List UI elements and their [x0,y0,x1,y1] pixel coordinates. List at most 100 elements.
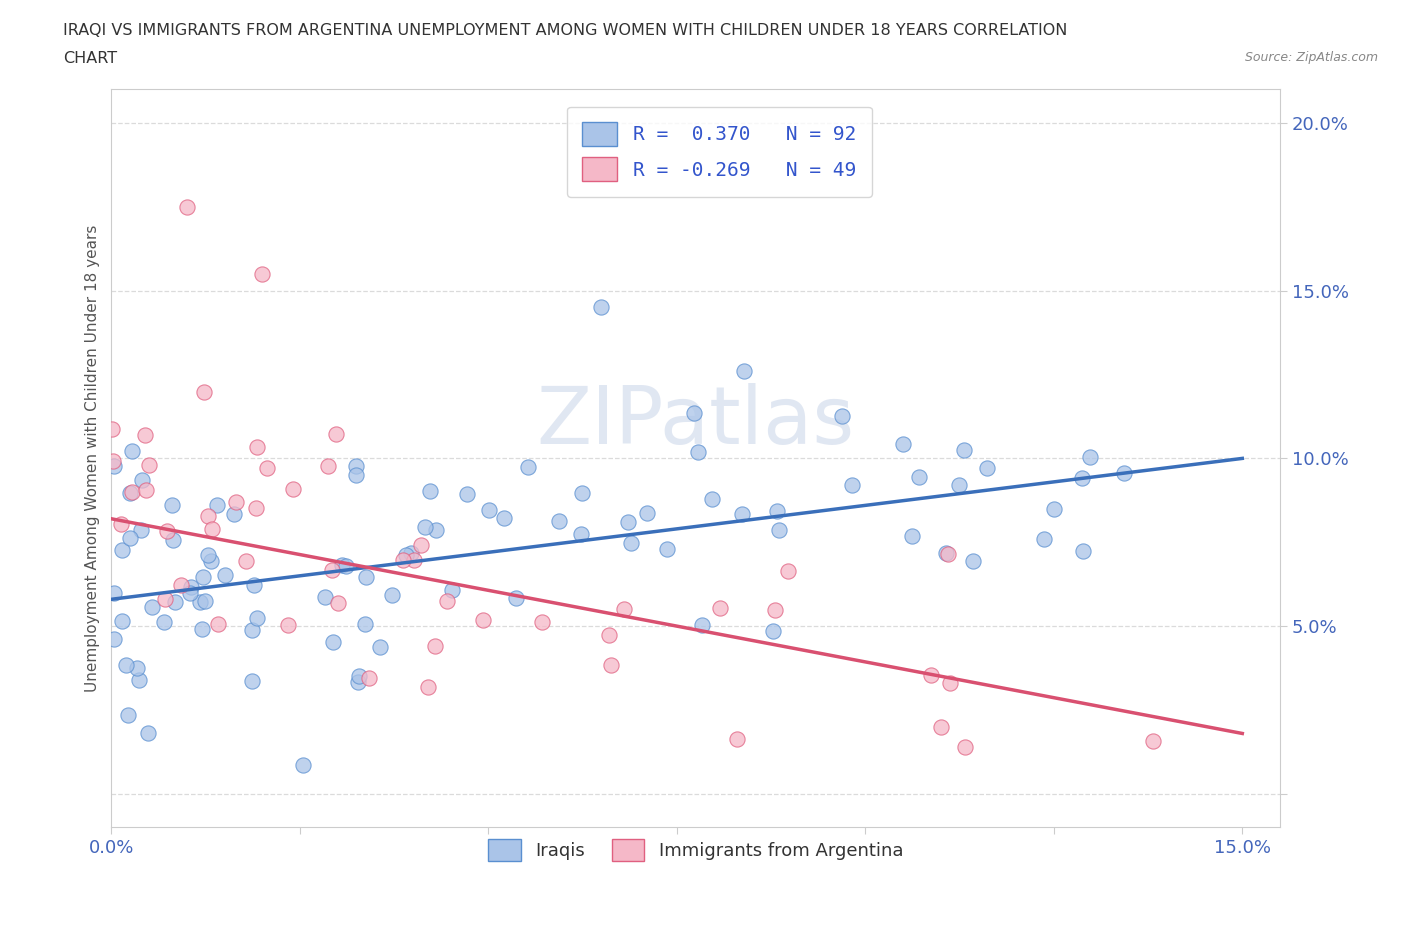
Point [953,739,976,754]
Point [180,580,202,595]
Point [620,536,643,551]
Point [976,460,998,475]
Text: IRAQI VS IMMIGRANTS FROM ARGENTINA UNEMPLOYMENT AMONG WOMEN WITH CHILDREN UNDER : IRAQI VS IMMIGRANTS FROM ARGENTINA UNEMP… [63,23,1067,38]
Point [440,582,463,597]
Text: ZIPatlas: ZIPatlas [537,382,855,460]
Point [200,522,222,537]
Point [901,529,924,544]
Point [456,486,478,501]
Point [176,199,198,214]
Point [733,364,755,379]
Point [935,545,957,560]
Point [841,478,863,493]
Point [692,618,714,632]
Point [344,458,367,473]
Point [110,542,132,557]
Point [344,468,367,483]
Point [354,569,377,584]
Point [404,552,426,567]
Point [357,671,380,685]
Point [240,622,263,637]
Point [129,523,152,538]
Point [235,553,257,568]
Point [516,459,538,474]
Point [831,409,853,424]
Point [548,513,571,528]
Point [472,613,495,628]
Point [191,621,214,636]
Point [920,667,942,682]
Point [1071,543,1094,558]
Point [153,591,176,606]
Point [939,676,962,691]
Point [413,520,436,535]
Point [392,552,415,567]
Point [399,546,422,561]
Point [326,596,349,611]
Point [731,506,754,521]
Point [214,568,236,583]
Point [1078,450,1101,465]
Point [1033,531,1056,546]
Point [103,586,125,601]
Point [162,498,184,512]
Point [322,634,344,649]
Text: Source: ZipAtlas.com: Source: ZipAtlas.com [1244,51,1378,64]
Point [423,639,446,654]
Point [617,514,640,529]
Point [243,578,266,593]
Point [347,669,370,684]
Point [962,554,984,569]
Point [1043,501,1066,516]
Point [134,427,156,442]
Point [505,591,527,605]
Point [117,708,139,723]
Point [425,523,447,538]
Point [121,485,143,499]
Point [188,594,211,609]
Point [321,563,343,578]
Point [245,501,267,516]
Point [110,516,132,531]
Point [571,485,593,500]
Point [141,600,163,615]
Point [655,541,678,556]
Text: CHART: CHART [63,51,117,66]
Point [891,437,914,452]
Point [240,673,263,688]
Point [194,593,217,608]
Point [353,617,375,631]
Point [170,578,193,592]
Point [281,482,304,497]
Point [778,564,800,578]
Point [530,615,553,630]
Point [478,503,501,518]
Point [156,524,179,538]
Point [125,660,148,675]
Point [207,617,229,631]
Point [193,385,215,400]
Point [725,732,748,747]
Point [256,461,278,476]
Point [245,610,267,625]
Point [101,454,124,469]
Point [197,509,219,524]
Point [120,530,142,545]
Point [250,267,273,282]
Point [179,586,201,601]
Point [370,640,392,655]
Point [1142,734,1164,749]
Point [419,484,441,498]
Point [381,587,404,602]
Point [571,526,593,541]
Point [121,444,143,458]
Point [936,546,959,561]
Point [709,600,731,615]
Point [908,470,931,485]
Point [316,458,339,473]
Point [162,532,184,547]
Point [598,627,620,642]
Point [768,523,790,538]
Point [314,590,336,604]
Point [111,614,134,629]
